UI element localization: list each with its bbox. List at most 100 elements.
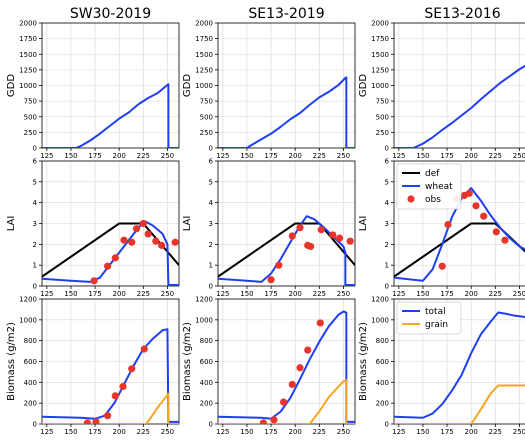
obs-point: [152, 237, 160, 245]
x-tick-label: 200: [112, 290, 125, 298]
x-tick-label: 175: [440, 290, 453, 298]
x-tick-label: 150: [416, 152, 429, 160]
series-line-def: [394, 222, 525, 278]
obs-point: [280, 398, 288, 406]
y-tick-label: 3: [385, 220, 389, 228]
data-layer: [394, 187, 525, 282]
y-tick-label: 2: [209, 241, 213, 249]
legend: total grain: [396, 301, 462, 335]
panel-se13-2016-gdd: 0 250 500 750 1000 1250 1500 1750 2000 125 150 175 2…: [358, 6, 525, 160]
y-tick-label: 1250: [195, 66, 213, 74]
obs-point: [472, 202, 480, 210]
y-tick-label: 1200: [371, 296, 389, 304]
y-tick-label: 750: [24, 98, 37, 106]
obs-point: [492, 228, 500, 236]
y-tick-label: 750: [376, 98, 389, 106]
x-tick-label: 175: [440, 428, 453, 436]
y-axis-label: LAI: [358, 216, 369, 232]
y-tick-label: 400: [200, 379, 213, 387]
x-tick-label: 125: [216, 152, 229, 160]
data-layer: [42, 219, 179, 286]
y-tick-label: 800: [376, 337, 389, 345]
y-axis-label: LAI: [182, 216, 193, 232]
y-axis-label: Biomass (g/m2): [182, 322, 193, 401]
series-line-total: [218, 310, 355, 423]
x-tick-label: 125: [216, 290, 229, 298]
x-tick-label: 250: [337, 152, 350, 160]
y-tick-label: 0: [209, 145, 213, 153]
obs-point: [120, 236, 128, 244]
x-tick-label: 225: [313, 428, 326, 436]
y-tick-label: 2: [33, 241, 37, 249]
data-layer: [42, 328, 179, 424]
x-tick-label: 175: [264, 290, 277, 298]
y-tick-label: 1: [209, 262, 213, 270]
obs-point: [104, 262, 112, 270]
obs-point: [296, 224, 304, 232]
obs-point: [296, 364, 304, 372]
obs-point: [444, 220, 452, 229]
y-tick-label: 0: [33, 283, 37, 291]
series-line-def: [218, 222, 355, 278]
y-tick-label: 1200: [19, 296, 37, 304]
legend-label-total: total: [425, 307, 446, 317]
obs-point: [288, 232, 296, 240]
x-tick-label: 200: [112, 428, 125, 436]
obs-point: [317, 226, 325, 234]
obs-point: [171, 238, 179, 246]
x-tick-label: 125: [40, 152, 53, 160]
legend-label-obs: obs: [425, 195, 441, 205]
obs-point: [304, 346, 312, 354]
x-tick-label: 175: [88, 428, 101, 436]
x-tick-label: 125: [40, 428, 53, 436]
series-line-grain: [42, 392, 179, 424]
legend-label-grain: grain: [425, 320, 448, 330]
y-tick-label: 200: [200, 400, 213, 408]
panel-sw30-2019-biomass: 0 200 400 600 800 1000 1200 125 150 175 200 225 250 B…: [6, 296, 180, 436]
y-tick-label: 3: [33, 220, 37, 228]
series-line-grain: [394, 384, 525, 424]
y-tick-label: 6: [385, 158, 390, 166]
x-tick-label: 125: [216, 428, 229, 436]
x-tick-label: 250: [337, 290, 350, 298]
x-tick-label: 250: [513, 152, 525, 160]
x-tick-label: 175: [264, 152, 277, 160]
series-line-wheat: [42, 220, 179, 286]
obs-point: [111, 392, 119, 400]
panel-se13-2016-lai: 0 1 2 3 4 5 6 125 150 175 200 225 250 LAI def wheat obs: [358, 158, 525, 298]
y-tick-label: 1000: [371, 82, 389, 90]
x-tick-label: 225: [313, 152, 326, 160]
y-tick-label: 5: [209, 178, 213, 186]
y-tick-label: 750: [200, 98, 213, 106]
obs-point: [128, 365, 136, 373]
y-tick-label: 1750: [195, 35, 213, 43]
x-tick-label: 250: [161, 290, 174, 298]
y-tick-label: 250: [24, 129, 37, 137]
obs-point: [307, 242, 315, 251]
obs-point: [288, 380, 296, 389]
y-tick-label: 2: [385, 241, 389, 249]
y-tick-label: 1000: [19, 82, 37, 90]
series-line-wheat: [218, 215, 355, 286]
y-tick-label: 500: [24, 113, 37, 121]
obs-point: [335, 234, 344, 242]
x-tick-label: 125: [392, 290, 405, 298]
y-tick-label: 250: [200, 129, 213, 137]
x-tick-label: 150: [240, 152, 253, 160]
x-tick-label: 250: [337, 428, 350, 436]
data-layer: [218, 215, 355, 286]
y-tick-label: 1250: [19, 66, 37, 74]
obs-point: [259, 419, 267, 424]
obs-point: [90, 277, 98, 285]
x-tick-label: 150: [416, 290, 429, 298]
y-tick-label: 250: [376, 129, 389, 137]
x-tick-label: 200: [288, 428, 301, 436]
y-tick-label: 5: [33, 178, 37, 186]
x-tick-label: 175: [264, 428, 277, 436]
series-line-gdd: [394, 64, 525, 148]
data-layer: [394, 64, 525, 148]
y-axis-label: GDD: [6, 74, 17, 97]
x-tick-label: 150: [240, 428, 253, 436]
x-tick-label: 250: [161, 152, 174, 160]
y-axis-label: GDD: [182, 74, 193, 97]
